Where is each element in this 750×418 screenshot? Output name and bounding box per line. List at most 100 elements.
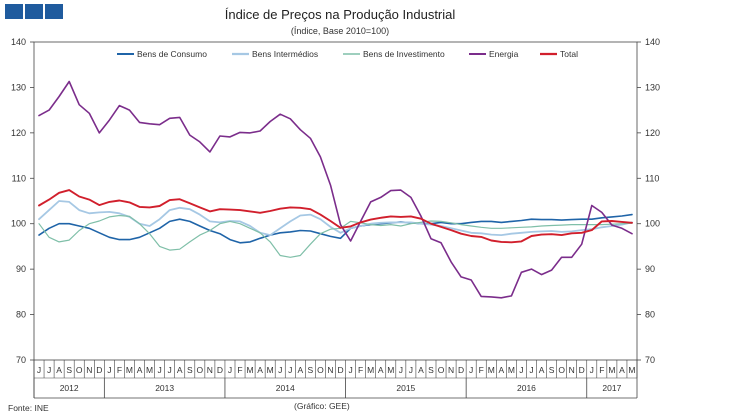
series-line-bens-de-consumo	[38, 213, 633, 244]
x-tick-label: J	[47, 365, 51, 375]
series-line-total	[38, 189, 633, 244]
x-tick-label: F	[599, 365, 604, 375]
y-tick-label-left: 110	[12, 173, 26, 183]
x-tick-label: N	[569, 365, 575, 375]
x-tick-label: J	[590, 365, 594, 375]
y-tick-label-left: 90	[16, 264, 26, 274]
x-tick-label: O	[558, 365, 565, 375]
x-tick-label: J	[168, 365, 172, 375]
legend-label: Energia	[489, 49, 519, 59]
year-label: 2017	[602, 383, 621, 393]
x-tick-label: M	[146, 365, 153, 375]
year-label: 2015	[396, 383, 415, 393]
x-tick-label: A	[418, 365, 424, 375]
x-tick-label: J	[399, 365, 403, 375]
y-tick-label-right: 140	[645, 37, 660, 47]
y-tick-label-right: 120	[645, 128, 660, 138]
y-tick-label-right: 110	[645, 173, 659, 183]
y-tick-label-right: 130	[645, 82, 660, 92]
x-tick-label: J	[529, 365, 533, 375]
x-tick-label: J	[228, 365, 232, 375]
x-tick-label: J	[107, 365, 111, 375]
x-tick-label: S	[549, 365, 555, 375]
y-tick-label-left: 120	[11, 128, 26, 138]
x-tick-label: D	[458, 365, 464, 375]
x-tick-label: A	[177, 365, 183, 375]
x-tick-label: N	[86, 365, 92, 375]
x-tick-label: N	[327, 365, 333, 375]
chart-title: Índice de Preços na Produção Industrial	[225, 7, 456, 22]
y-tick-label-left: 70	[16, 355, 26, 365]
x-tick-label: A	[539, 365, 545, 375]
x-tick-label: J	[288, 365, 292, 375]
x-tick-label: M	[247, 365, 254, 375]
source-text: Fonte: INE	[8, 403, 49, 413]
year-label: 2016	[517, 383, 536, 393]
legend-label: Total	[560, 49, 578, 59]
x-tick-label: N	[448, 365, 454, 375]
legend-label: Bens de Investimento	[363, 49, 445, 59]
y-tick-label-right: 80	[645, 310, 655, 320]
x-tick-label: A	[257, 365, 263, 375]
x-tick-label: M	[367, 365, 374, 375]
chart-subtitle: (Índice, Base 2010=100)	[291, 26, 389, 36]
x-tick-label: N	[207, 365, 213, 375]
logo-block-3	[45, 4, 63, 19]
x-tick-label: F	[237, 365, 242, 375]
y-tick-label-right: 100	[645, 219, 660, 229]
year-label: 2012	[60, 383, 79, 393]
x-tick-label: A	[56, 365, 62, 375]
x-tick-label: D	[217, 365, 223, 375]
x-tick-label: M	[608, 365, 615, 375]
x-tick-label: M	[508, 365, 515, 375]
y-tick-label-right: 90	[645, 264, 655, 274]
x-tick-label: F	[358, 365, 363, 375]
y-tick-label-right: 70	[645, 355, 655, 365]
x-tick-label: S	[308, 365, 314, 375]
x-tick-label: J	[278, 365, 282, 375]
x-tick-label: J	[409, 365, 413, 375]
y-tick-label-left: 140	[11, 37, 26, 47]
y-tick-label-left: 130	[11, 82, 26, 92]
x-tick-label: F	[117, 365, 122, 375]
x-tick-label: M	[488, 365, 495, 375]
x-tick-label: A	[378, 365, 384, 375]
x-tick-label: O	[317, 365, 324, 375]
x-tick-label: S	[187, 365, 193, 375]
x-tick-label: O	[76, 365, 83, 375]
logo-block-1	[5, 4, 23, 19]
x-tick-label: D	[579, 365, 585, 375]
x-tick-label: J	[348, 365, 352, 375]
x-tick-label: S	[428, 365, 434, 375]
x-tick-label: A	[137, 365, 143, 375]
x-tick-label: F	[479, 365, 484, 375]
x-tick-label: A	[619, 365, 625, 375]
x-tick-label: A	[498, 365, 504, 375]
x-tick-label: J	[158, 365, 162, 375]
x-tick-label: J	[519, 365, 523, 375]
x-tick-label: D	[96, 365, 102, 375]
year-label: 2014	[276, 383, 295, 393]
year-label: 2013	[155, 383, 174, 393]
series-line-energia	[38, 80, 633, 299]
y-tick-label-left: 80	[16, 310, 26, 320]
y-tick-label-left: 100	[11, 219, 26, 229]
x-tick-label: S	[66, 365, 72, 375]
plot-area: 70 70 80 80 90 90 100 100 110 110 120 120 130 130 140 1…	[11, 37, 660, 399]
logo-block-2	[25, 4, 43, 19]
x-tick-label: O	[438, 365, 445, 375]
x-tick-label: J	[37, 365, 41, 375]
series-line-bens-de-investimento	[38, 214, 633, 258]
x-tick-label: A	[297, 365, 303, 375]
legend-label: Bens de Consumo	[137, 49, 207, 59]
x-tick-label: M	[628, 365, 635, 375]
x-tick-label: O	[197, 365, 204, 375]
x-tick-label: M	[267, 365, 274, 375]
x-tick-label: J	[469, 365, 473, 375]
x-tick-label: M	[387, 365, 394, 375]
legend-label: Bens Intermédios	[252, 49, 318, 59]
x-tick-label: D	[337, 365, 343, 375]
x-tick-label: M	[126, 365, 133, 375]
credit-text: (Gráfico: GEE)	[294, 401, 350, 411]
